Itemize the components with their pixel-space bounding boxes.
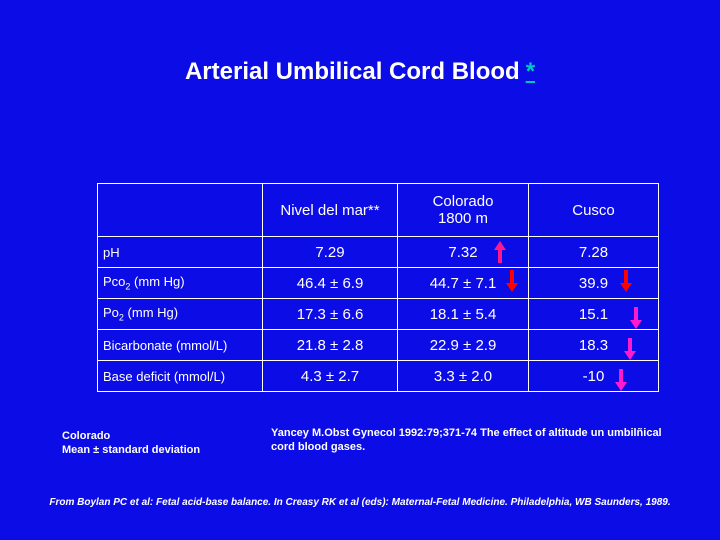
row-label-ph: pH <box>97 236 263 268</box>
arrow-down-icon <box>506 270 518 292</box>
arrow-down-icon <box>620 270 632 292</box>
table-row: Bicarbonate (mmol/L) 21.8 ± 2.8 22.9 ± 2… <box>97 329 659 361</box>
row-label-bicarbonate: Bicarbonate (mmol/L) <box>97 329 263 361</box>
row-label-base-deficit: Base deficit (mmol/L) <box>97 360 263 392</box>
title-text: Arterial Umbilical Cord Blood <box>184 58 520 85</box>
footnote-yancey-reference: Yancey M.Obst Gynecol 1992:79;371-74 The… <box>271 427 662 453</box>
arrow-down-icon <box>624 338 636 360</box>
slide-title: Arterial Umbilical Cord Blood * <box>0 58 720 86</box>
table-row: Base deficit (mmol/L) 4.3 ± 2.7 3.3 ± 2.… <box>97 360 659 392</box>
header-cusco: Cusco <box>528 183 659 237</box>
header-empty-cell <box>97 183 263 237</box>
arrow-down-icon <box>615 369 627 391</box>
footnote-colorado: Colorado Mean ± standard deviation <box>62 429 200 457</box>
cell-bicarbonate-colorado: 22.9 ± 2.9 <box>397 329 529 361</box>
table-row: pH 7.29 7.32 7.28 <box>97 236 659 268</box>
row-label-po2-main: Po <box>103 305 119 321</box>
cell-pco2-cusco: 39.9 <box>528 267 659 299</box>
cell-po2-nivel-del-mar: 17.3 ± 6.6 <box>262 298 398 330</box>
row-label-pco2-main: Pco <box>103 274 126 290</box>
cell-base-deficit-nivel-del-mar: 4.3 ± 2.7 <box>262 360 398 392</box>
header-colorado: Colorado 1800 m <box>397 183 529 237</box>
cell-base-deficit-cusco-value: -10 <box>582 367 605 385</box>
cell-base-deficit-cusco: -10 <box>528 360 659 392</box>
cell-base-deficit-colorado: 3.3 ± 2.0 <box>397 360 529 392</box>
cell-po2-cusco: 15.1 <box>528 298 659 330</box>
cell-po2-cusco-value: 15.1 <box>578 305 609 323</box>
cell-bicarbonate-cusco-value: 18.3 <box>578 336 609 354</box>
cell-po2-colorado: 18.1 ± 5.4 <box>397 298 529 330</box>
arrow-up-icon <box>494 241 506 263</box>
cell-bicarbonate-nivel-del-mar: 21.8 ± 2.8 <box>262 329 398 361</box>
header-nivel-del-mar: Nivel del mar** <box>262 183 398 237</box>
cord-blood-table: Nivel del mar** Colorado 1800 m Cusco pH… <box>97 183 659 392</box>
cell-ph-cusco: 7.28 <box>528 236 659 268</box>
row-label-pco2-rest: (mm Hg) <box>130 274 185 290</box>
table-row: Po2 (mm Hg) 17.3 ± 6.6 18.1 ± 5.4 15.1 <box>97 298 659 330</box>
cell-pco2-nivel-del-mar: 46.4 ± 6.9 <box>262 267 398 299</box>
cell-ph-colorado: 7.32 <box>397 236 529 268</box>
cell-pco2-colorado-value: 44.7 ± 7.1 <box>429 274 497 292</box>
row-label-pco2: Pco2 (mm Hg) <box>97 267 263 299</box>
table-row: Pco2 (mm Hg) 46.4 ± 6.9 44.7 ± 7.1 39.9 <box>97 267 659 299</box>
row-label-po2: Po2 (mm Hg) <box>97 298 263 330</box>
table-header-row: Nivel del mar** Colorado 1800 m Cusco <box>97 183 659 237</box>
cell-pco2-colorado: 44.7 ± 7.1 <box>397 267 529 299</box>
row-label-pco2-sub: 2 <box>125 281 131 292</box>
header-colorado-name: Colorado <box>432 193 494 210</box>
row-label-po2-rest: (mm Hg) <box>123 305 179 321</box>
arrow-down-icon <box>630 307 642 329</box>
row-label-po2-sub: 2 <box>118 312 124 323</box>
title-footnote-link[interactable]: * <box>525 58 536 85</box>
cell-ph-nivel-del-mar: 7.29 <box>262 236 398 268</box>
cell-pco2-cusco-value: 39.9 <box>578 274 609 292</box>
cell-bicarbonate-cusco: 18.3 <box>528 329 659 361</box>
footnote-colorado-line1: Colorado <box>62 430 111 442</box>
header-colorado-altitude: 1800 m <box>437 210 489 227</box>
footnote-colorado-line2: Mean ± standard deviation <box>62 444 201 456</box>
cell-ph-colorado-value: 7.32 <box>448 243 478 261</box>
source-citation: From Boylan PC et al: Fetal acid-base ba… <box>49 497 671 508</box>
